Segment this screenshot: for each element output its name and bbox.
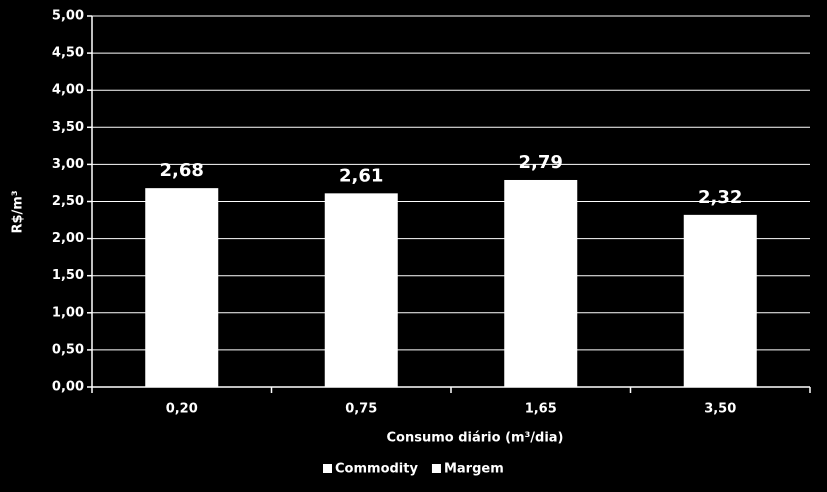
legend-swatch (431, 464, 441, 473)
y-tick-label: 4,50 (52, 46, 84, 61)
x-axis-title: Consumo diário (m³/dia) (387, 431, 564, 446)
legend-label: Margem (444, 462, 504, 477)
y-tick-label: 1,50 (52, 268, 84, 283)
y-tick-label: 1,00 (52, 305, 84, 320)
x-tick-label: 0,20 (166, 402, 198, 417)
y-tick-label: 4,00 (52, 83, 84, 98)
legend-label: Commodity (335, 462, 418, 477)
y-tick-label: 3,00 (52, 157, 84, 172)
bar (683, 214, 757, 387)
bar (504, 179, 578, 387)
y-tick-label: 2,00 (52, 231, 84, 246)
y-tick-label: 0,50 (52, 342, 84, 357)
y-tick-label: 5,00 (52, 9, 84, 24)
y-tick-label: 3,50 (52, 120, 84, 135)
legend-swatch (323, 464, 332, 473)
x-tick-label: 1,65 (525, 402, 557, 417)
bar (145, 188, 219, 387)
bar (324, 193, 398, 387)
y-axis-title: R$/m³ (11, 190, 26, 233)
data-label: 2,32 (698, 187, 742, 208)
x-tick-label: 0,75 (345, 402, 377, 417)
x-tick-label: 3,50 (704, 402, 736, 417)
y-tick-label: 2,50 (52, 194, 84, 209)
y-tick-label: 0,00 (52, 380, 84, 395)
data-label: 2,61 (339, 165, 383, 186)
data-label: 2,68 (160, 160, 204, 181)
data-label: 2,79 (519, 152, 563, 173)
